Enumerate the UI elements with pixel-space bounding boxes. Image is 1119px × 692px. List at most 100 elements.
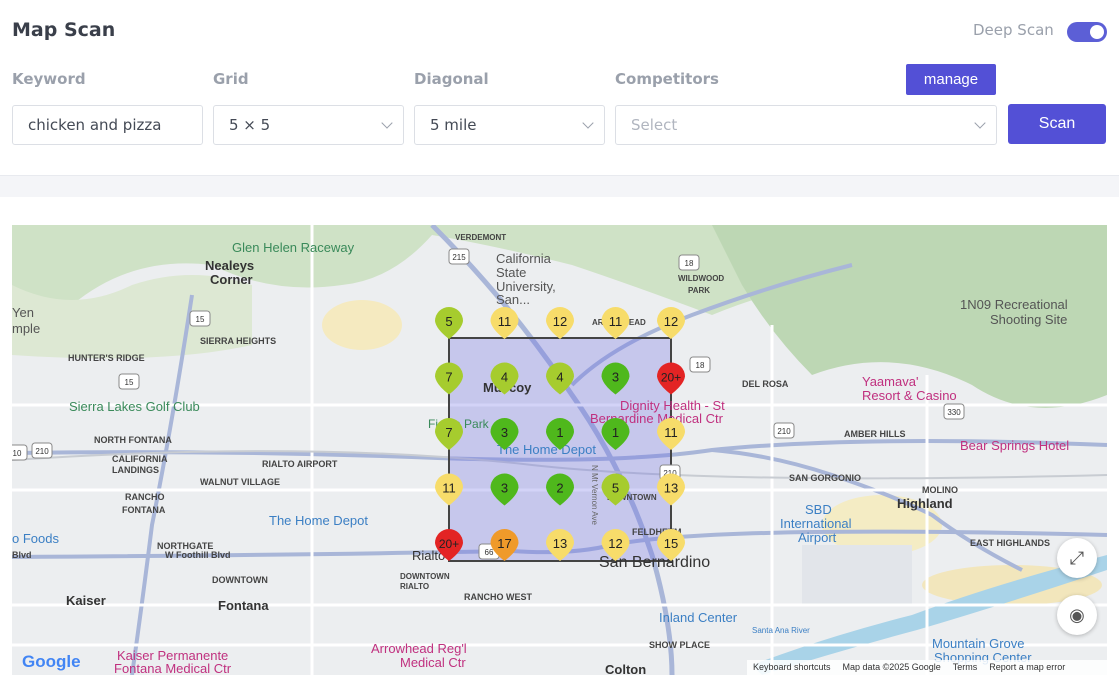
rank-pin[interactable]: 1 (601, 418, 630, 450)
map-label: Yaamava' (862, 374, 918, 389)
highway-shield: 15 (189, 310, 211, 327)
map-label: SAN GORGONIO (789, 473, 861, 483)
rank-pin[interactable]: 5 (601, 473, 630, 506)
map-label: San... (496, 292, 530, 307)
highway-shield: 15 (118, 373, 140, 390)
rank-pin[interactable]: 4 (490, 362, 519, 395)
rank-pin[interactable]: 13 (657, 473, 685, 506)
park-area (822, 495, 942, 555)
map-label: N Mt Vernon Ave (590, 465, 599, 525)
map-label: Colton (605, 662, 646, 675)
google-logo: Google (22, 652, 81, 671)
map-label: Santa Ana River (752, 626, 810, 635)
rank-pin[interactable]: 11 (490, 307, 519, 339)
fullscreen-icon[interactable]: ⤢ (1057, 538, 1097, 578)
rank-pin[interactable]: 11 (657, 418, 685, 450)
grid-value: 5 × 5 (229, 116, 271, 134)
map-label: Glen Helen Raceway (232, 240, 355, 255)
map-label: DEL ROSA (742, 379, 789, 389)
chevron-down-icon (582, 117, 594, 129)
rank-value: 5 (445, 314, 452, 329)
map-label: The Home Depot (269, 513, 368, 528)
map-label: Airport (798, 530, 837, 545)
rank-value: 11 (498, 314, 512, 329)
svg-text:215: 215 (452, 253, 466, 262)
svg-text:18: 18 (685, 259, 694, 268)
map-label: Yen (12, 305, 34, 320)
rank-pin[interactable]: 5 (435, 307, 463, 339)
highway-shield: 215 (448, 248, 470, 265)
rank-pin[interactable]: 15 (657, 529, 685, 561)
rank-pin[interactable]: 20+ (657, 362, 685, 395)
rank-pin[interactable]: 17 (490, 529, 519, 561)
locate-me-icon[interactable]: ◉ (1057, 595, 1097, 635)
rank-pin[interactable]: 11 (435, 473, 463, 506)
rank-pin[interactable]: 7 (435, 418, 463, 450)
deep-scan-label: Deep Scan (973, 21, 1054, 39)
rank-pin[interactable]: 12 (601, 529, 630, 561)
svg-text:15: 15 (125, 378, 134, 387)
map-label: EAST HIGHLANDS (970, 538, 1050, 548)
deep-scan-toggle[interactable] (1067, 22, 1107, 42)
map-label: Inland Center (659, 610, 738, 625)
map-label: Shooting Site (990, 312, 1067, 327)
map-label: RIALTO (400, 582, 429, 591)
grid-label: Grid (213, 70, 249, 88)
scan-button[interactable]: Scan (1008, 104, 1106, 144)
map-label: o Foods (12, 531, 59, 546)
svg-text:66: 66 (485, 548, 494, 557)
svg-text:10: 10 (13, 449, 22, 458)
keyword-value: chicken and pizza (28, 116, 162, 134)
map-label: Kaiser (66, 593, 106, 608)
keyboard-shortcuts-link[interactable]: Keyboard shortcuts (753, 662, 831, 672)
rank-pin[interactable]: 13 (546, 529, 574, 561)
competitors-select[interactable]: Select (615, 105, 997, 145)
highway-shield: 18 (689, 356, 711, 373)
rank-pin[interactable]: 3 (490, 473, 519, 506)
rank-pin[interactable]: 4 (546, 362, 574, 395)
map-label: HUNTER'S RIDGE (68, 353, 145, 363)
terms-link[interactable]: Terms (952, 662, 978, 672)
rank-pin[interactable]: 3 (601, 362, 630, 395)
rank-value: 1 (556, 425, 563, 440)
rank-value: 12 (664, 314, 678, 329)
map-label: WALNUT VILLAGE (200, 477, 280, 487)
rank-pin[interactable]: 11 (601, 307, 630, 339)
map-label: FONTANA (122, 505, 166, 515)
diagonal-label: Diagonal (414, 70, 489, 88)
rank-pin[interactable]: 1 (546, 418, 574, 450)
svg-text:330: 330 (947, 408, 961, 417)
map-label: Nealeys (205, 258, 254, 273)
manage-button[interactable]: manage (906, 64, 996, 95)
grid-select[interactable]: 5 × 5 (213, 105, 404, 145)
highway-shield: 210 (31, 442, 53, 459)
report-error-link[interactable]: Report a map error (989, 662, 1066, 672)
map-label: Fontana (218, 598, 269, 613)
map-label: Medical Ctr (400, 655, 466, 670)
freeway-road (711, 448, 1023, 572)
rank-value: 17 (497, 536, 511, 551)
airport-area (802, 545, 912, 605)
freeway-road (570, 263, 853, 387)
map-label: Blvd (12, 550, 32, 560)
map-label: Arrowhead Reg'l (371, 641, 467, 656)
rank-value: 3 (612, 370, 619, 385)
svg-text:15: 15 (196, 315, 205, 324)
rank-pin[interactable]: 2 (546, 473, 574, 506)
rank-pin[interactable]: 7 (435, 362, 463, 395)
rank-value: 11 (664, 425, 678, 440)
rank-value: 2 (556, 481, 563, 496)
rail-line (12, 450, 1107, 480)
rank-pin[interactable]: 3 (490, 418, 519, 450)
freeway-road (130, 294, 194, 675)
map-view[interactable]: Glen Helen Raceway Nealeys Corner VERDEMONT… (12, 225, 1107, 675)
rank-value: 4 (556, 370, 563, 385)
svg-text:210: 210 (35, 447, 49, 456)
map-label: The Home Depot (497, 442, 596, 457)
keyword-input[interactable]: chicken and pizza (12, 105, 203, 145)
rank-pin[interactable]: 20+ (435, 529, 463, 561)
rank-pin[interactable]: 12 (546, 307, 574, 339)
rank-pin[interactable]: 12 (657, 307, 685, 339)
diagonal-select[interactable]: 5 mile (414, 105, 605, 145)
